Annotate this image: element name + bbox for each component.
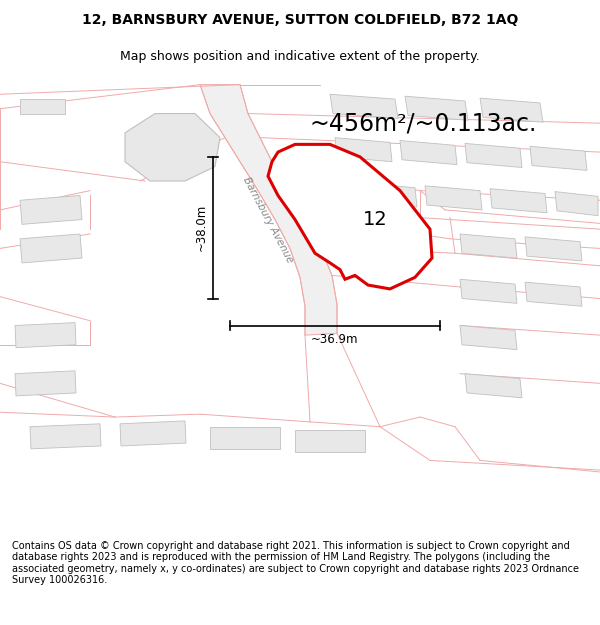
Polygon shape (15, 371, 76, 396)
Polygon shape (20, 234, 82, 263)
Polygon shape (465, 143, 522, 168)
Polygon shape (465, 374, 522, 398)
Polygon shape (330, 94, 398, 118)
Polygon shape (200, 84, 337, 335)
Polygon shape (210, 427, 280, 449)
Text: Contains OS data © Crown copyright and database right 2021. This information is : Contains OS data © Crown copyright and d… (12, 541, 579, 586)
Text: 12, BARNSBURY AVENUE, SUTTON COLDFIELD, B72 1AQ: 12, BARNSBURY AVENUE, SUTTON COLDFIELD, … (82, 12, 518, 26)
Polygon shape (268, 144, 432, 289)
Text: Barnsbury Avenue: Barnsbury Avenue (241, 175, 295, 264)
Polygon shape (125, 114, 220, 181)
Text: ~456m²/~0.113ac.: ~456m²/~0.113ac. (310, 111, 538, 135)
Polygon shape (525, 237, 582, 261)
Polygon shape (480, 98, 543, 122)
Polygon shape (555, 192, 598, 216)
Text: 12: 12 (362, 210, 388, 229)
Polygon shape (460, 279, 517, 303)
Polygon shape (530, 146, 587, 171)
Polygon shape (295, 429, 365, 452)
Polygon shape (120, 421, 186, 446)
Polygon shape (360, 183, 417, 207)
Polygon shape (525, 282, 582, 306)
Polygon shape (460, 234, 517, 258)
Polygon shape (490, 189, 547, 213)
Polygon shape (20, 196, 82, 224)
Polygon shape (460, 326, 517, 349)
Polygon shape (30, 424, 101, 449)
Polygon shape (20, 99, 65, 114)
Polygon shape (425, 186, 482, 210)
Text: ~38.0m: ~38.0m (194, 204, 208, 251)
Polygon shape (400, 141, 457, 164)
Polygon shape (15, 322, 76, 348)
Text: ~36.9m: ~36.9m (311, 332, 359, 346)
Text: Map shows position and indicative extent of the property.: Map shows position and indicative extent… (120, 50, 480, 62)
Polygon shape (335, 138, 392, 162)
Polygon shape (405, 96, 468, 120)
